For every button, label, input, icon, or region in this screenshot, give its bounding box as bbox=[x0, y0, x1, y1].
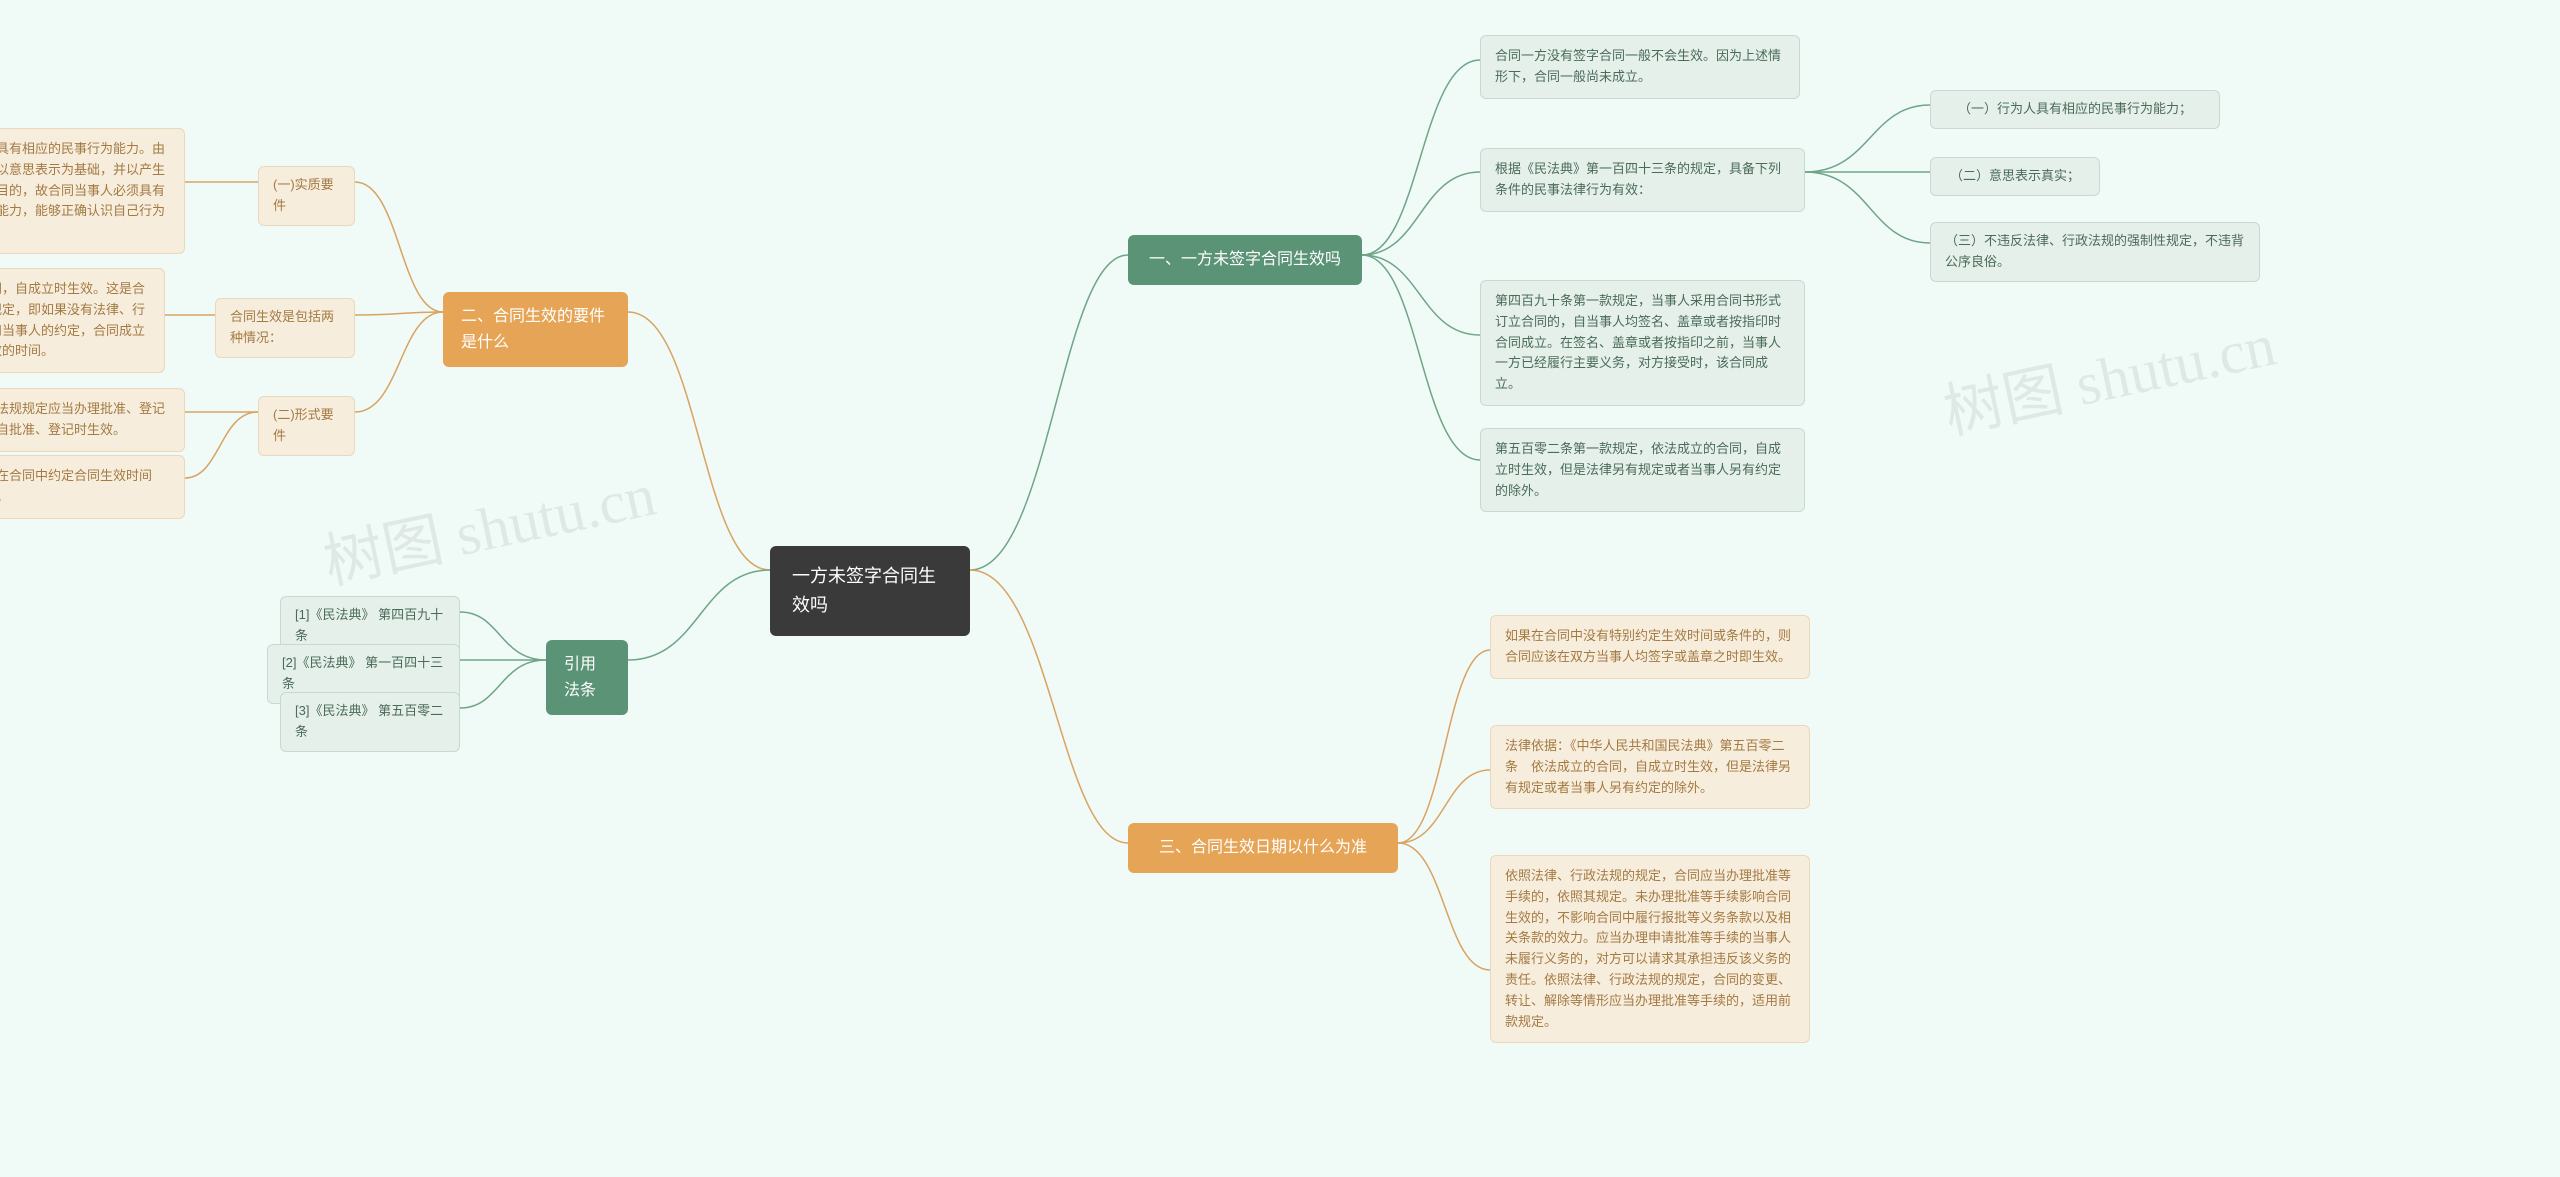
branch-2-item-3-2: 三是双方当事人在合同中约定合同生效时间的，以约定为准。 bbox=[0, 455, 185, 519]
branch-3-item-1: 如果在合同中没有特别约定生效时间或条件的，则合同应该在双方当事人均签字或盖章之时… bbox=[1490, 615, 1810, 679]
branch-1-item-2: 根据《民法典》第一百四十三条的规定，具备下列条件的民事法律行为有效： bbox=[1480, 148, 1805, 212]
branch-1: 一、一方未签字合同生效吗 bbox=[1128, 235, 1362, 285]
branch-2-item-3: (二)形式要件 bbox=[258, 396, 355, 456]
branch-2: 二、合同生效的要件是什么 bbox=[443, 292, 628, 367]
branch-1-item-2-2: （二）意思表示真实； bbox=[1930, 157, 2100, 196]
branch-3: 三、合同生效日期以什么为准 bbox=[1128, 823, 1398, 873]
branch-2-item-mid: 合同生效是包括两种情况： bbox=[215, 298, 355, 358]
watermark-2: 树图 shutu.cn bbox=[1935, 296, 2282, 451]
branch-1-item-1: 合同一方没有签字合同一般不会生效。因为上述情形下，合同一般尚未成立。 bbox=[1480, 35, 1800, 99]
branch-1-item-2-1: （一）行为人具有相应的民事行为能力； bbox=[1930, 90, 2220, 129]
branch-4: 引用法条 bbox=[546, 640, 628, 715]
branch-2-item-mid-1: 一是依法成立的合同，自成立时生效。这是合同生效时间的一般规定，即如果没有法律、行… bbox=[0, 268, 165, 373]
branch-4-item-3: [3]《民法典》 第五百零二条 bbox=[280, 692, 460, 752]
watermark-1: 树图 shutu.cn bbox=[315, 446, 662, 601]
branch-1-item-2-3: （三）不违反法律、行政法规的强制性规定，不违背公序良俗。 bbox=[1930, 222, 2260, 282]
connectors bbox=[0, 0, 2560, 1177]
branch-3-item-2: 法律依据：《中华人民共和国民法典》第五百零二条 依法成立的合同，自成立时生效，但… bbox=[1490, 725, 1810, 809]
branch-2-item-1: (一)实质要件 bbox=[258, 166, 355, 226]
branch-1-item-3: 第四百九十条第一款规定，当事人采用合同书形式订立合同的，自当事人均签名、盖章或者… bbox=[1480, 280, 1805, 406]
branch-3-item-3: 依照法律、行政法规的规定，合同应当办理批准等手续的，依照其规定。未办理批准等手续… bbox=[1490, 855, 1810, 1043]
branch-1-item-4: 第五百零二条第一款规定，依法成立的合同，自成立时生效，但是法律另有规定或者当事人… bbox=[1480, 428, 1805, 512]
branch-2-item-1-1: 一是当事人必须具有相应的民事行为能力。由于民事法律行为以意思表示为基础，并以产生… bbox=[0, 128, 185, 254]
root-node: 一方未签字合同生效吗 bbox=[770, 546, 970, 636]
branch-2-item-3-1: 二是法律、行政法规规定应当办理批准、登记等手续生效的，自批准、登记时生效。 bbox=[0, 388, 185, 452]
